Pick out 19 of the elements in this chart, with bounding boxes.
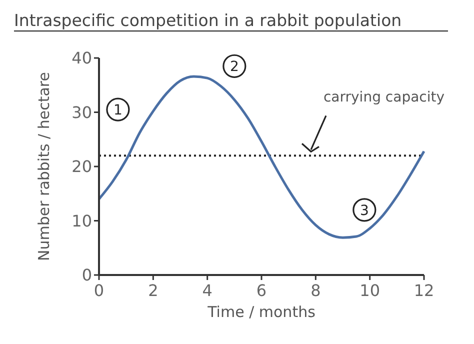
annotation: 2 bbox=[230, 59, 239, 76]
x-tick-label: 4 bbox=[202, 281, 212, 300]
y-tick-label: 0 bbox=[82, 266, 92, 285]
x-tick-label: 6 bbox=[256, 281, 267, 300]
x-tick-label: 8 bbox=[310, 281, 321, 300]
y-tick-label: 10 bbox=[72, 211, 92, 230]
y-tick-label: 40 bbox=[72, 48, 92, 68]
x-tick-label: 2 bbox=[148, 281, 158, 300]
x-tick-label: 10 bbox=[360, 281, 380, 300]
y-tick-label: 30 bbox=[72, 102, 92, 122]
y-axis-title: Number rabbits / hectare bbox=[35, 72, 53, 262]
chart-title: Intraspecific competition in a rabbit population bbox=[14, 11, 402, 30]
x-tick-label: 12 bbox=[414, 281, 434, 300]
ref-line-label: carrying capacity bbox=[323, 90, 445, 106]
x-tick-label: 0 bbox=[94, 281, 104, 300]
y-tick-label: 20 bbox=[72, 157, 92, 176]
x-axis-title: Time / months bbox=[206, 303, 316, 321]
annotation: 3 bbox=[360, 202, 369, 219]
annotation: 1 bbox=[113, 102, 122, 119]
